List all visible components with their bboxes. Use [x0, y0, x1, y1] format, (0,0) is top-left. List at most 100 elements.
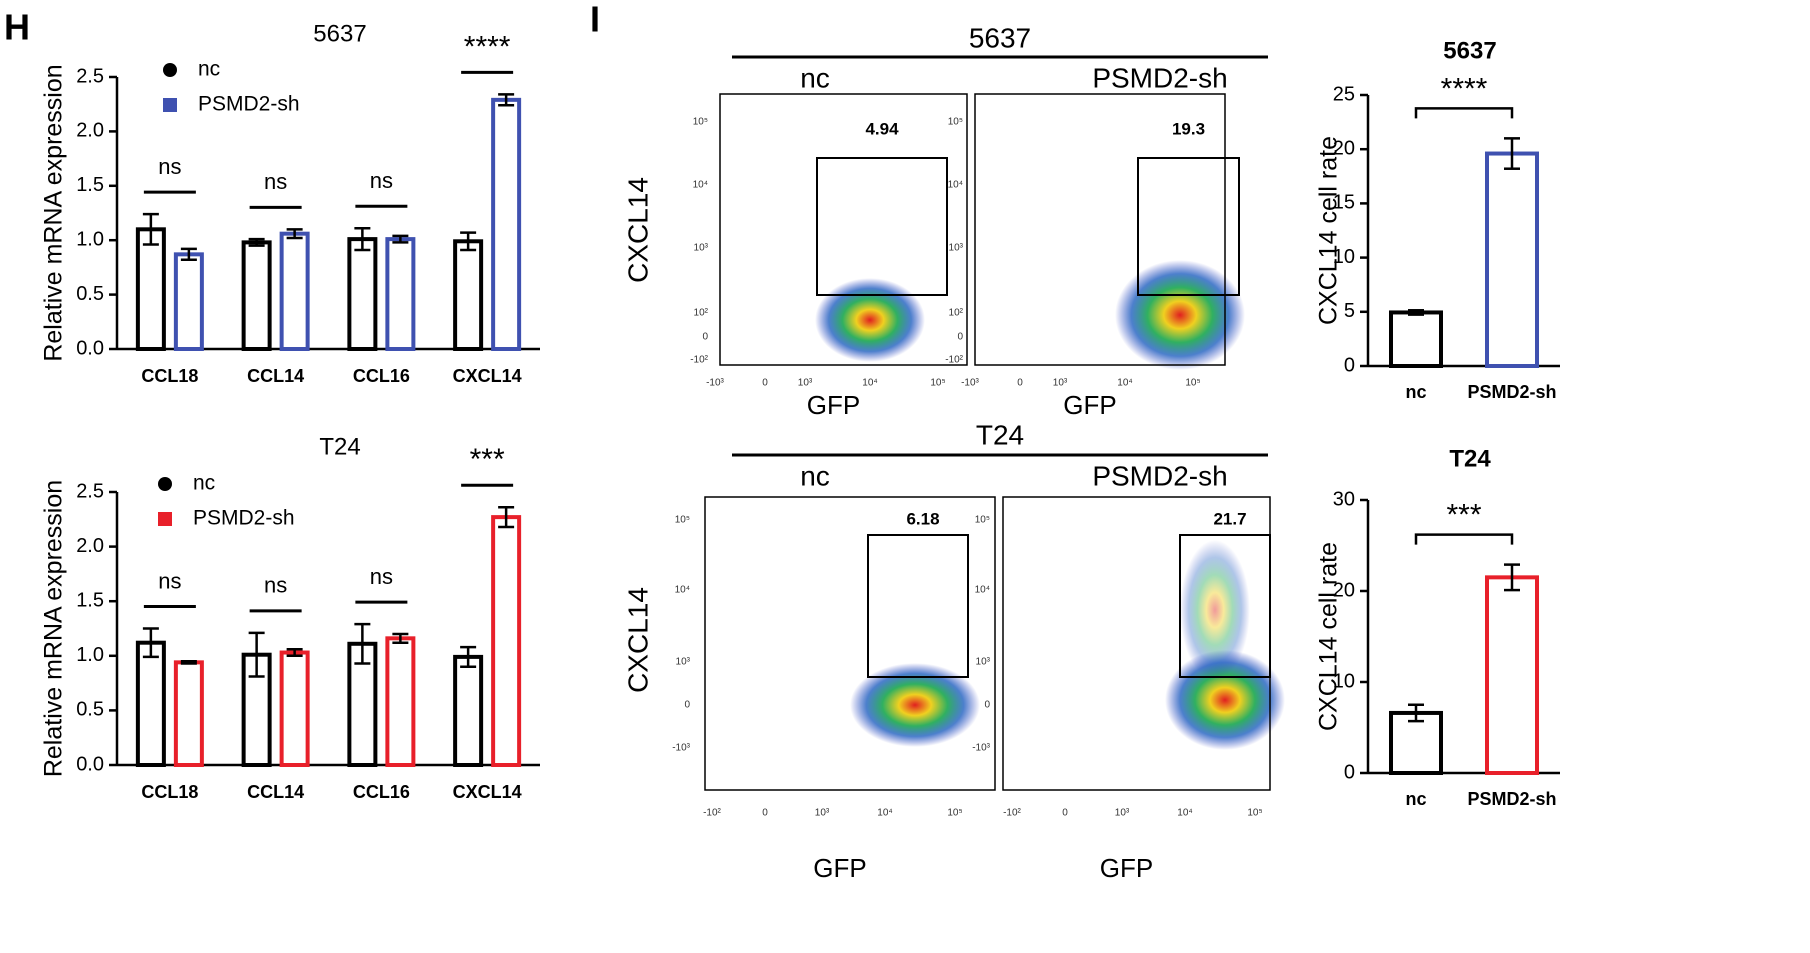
bar [173, 252, 204, 351]
x-tick-label: CCL18 [141, 782, 198, 802]
x-tick-label: CXCL14 [453, 782, 522, 802]
y-tick-label: 2.5 [76, 65, 104, 87]
flow-x-tick-label: 10³ [798, 378, 813, 389]
flow-y-tick-label: 10⁵ [693, 117, 708, 128]
chart-title: T24 [1449, 445, 1491, 472]
y-tick-label: 10 [1333, 670, 1355, 692]
flow-y-tick-label: 10⁵ [975, 515, 990, 526]
significance-label: **** [464, 30, 511, 63]
bar [279, 650, 310, 767]
y-tick-label: 1.0 [76, 228, 104, 250]
legend-marker [163, 63, 177, 77]
flow-y-tick-label: 10³ [976, 657, 991, 668]
y-tick-label: 2.0 [76, 535, 104, 557]
flow-y-tick-label: 0 [984, 700, 990, 711]
bar [453, 654, 484, 768]
flow-x-tick-label: 10³ [1115, 808, 1130, 819]
flow-x-tick-label: 10⁴ [877, 808, 892, 819]
flow-y-tick-label: 10⁴ [693, 180, 708, 191]
column-label: PSMD2-sh [1092, 62, 1227, 93]
y-tick-label: 5 [1344, 300, 1355, 322]
flow-x-tick-label: -10² [1003, 808, 1021, 819]
flow-x-tick-label: 10⁵ [930, 378, 945, 389]
significance-label: ns [158, 568, 181, 593]
flow-x-tick-label: 0 [762, 378, 768, 389]
plot-frame [974, 93, 1226, 366]
significance-label: ns [264, 169, 287, 194]
flow-y-tick-label: 10³ [676, 657, 691, 668]
significance-label: ns [370, 168, 393, 193]
column-label: nc [800, 460, 830, 491]
bar [491, 97, 522, 351]
flow-x-tick-label: -10³ [961, 378, 979, 389]
flow-x-tick-label: 0 [1017, 378, 1023, 389]
bar [279, 231, 310, 351]
flow-y-tick-label: 0 [684, 700, 690, 711]
y-tick-label: 20 [1333, 579, 1355, 601]
panel-label: I [590, 0, 600, 40]
legend-label: nc [198, 58, 220, 81]
flow-y-label: CXCL14 [622, 587, 653, 693]
density-cloud [1165, 650, 1285, 750]
y-tick-label: 0.0 [76, 753, 104, 775]
flow-x-label: GFP [1063, 390, 1116, 420]
gate [1179, 534, 1271, 678]
legend-marker [158, 512, 172, 526]
flow-y-tick-label: 10³ [694, 243, 709, 254]
flow-y-tick-label: 10⁴ [975, 585, 990, 596]
density-cloud [815, 278, 925, 362]
legend-label: PSMD2-sh [198, 93, 300, 116]
y-tick-label: 0.5 [76, 699, 104, 721]
flow-y-tick-label: 10⁴ [675, 585, 690, 596]
flow-y-tick-label: -10³ [672, 743, 690, 754]
significance-label: ns [264, 573, 287, 598]
flow-x-tick-label: 0 [1062, 808, 1068, 819]
plot-frame [704, 496, 996, 791]
chart-title: T24 [319, 433, 360, 460]
gate [867, 534, 969, 678]
x-tick-label: CCL14 [247, 366, 304, 386]
flow-y-tick-label: -10² [690, 355, 708, 366]
flow-x-tick-label: 10⁵ [1247, 808, 1262, 819]
flow-x-tick-label: 10⁴ [1117, 378, 1132, 389]
y-tick-label: 0.5 [76, 283, 104, 305]
legend-label: nc [193, 472, 215, 495]
flow-x-tick-label: 10³ [815, 808, 830, 819]
flow-x-label: GFP [1100, 853, 1153, 883]
chart-title: 5637 [1443, 37, 1496, 64]
flow-y-tick-label: 0 [957, 332, 963, 343]
flow-y-tick-label: 0 [702, 332, 708, 343]
flow-x-tick-label: -10² [703, 808, 721, 819]
x-tick-label: PSMD2-sh [1467, 382, 1556, 402]
column-label: nc [800, 62, 830, 93]
bar [453, 239, 484, 351]
flow-x-tick-label: 10⁴ [1177, 808, 1192, 819]
x-tick-label: nc [1405, 382, 1426, 402]
flow-y-tick-label: 10³ [949, 243, 964, 254]
gate-value: 21.7 [1213, 509, 1246, 528]
flow-x-tick-label: 10⁵ [947, 808, 962, 819]
gate [816, 157, 948, 296]
y-axis-label: Relative mRNA expression [40, 64, 68, 361]
density-cloud [1180, 540, 1250, 680]
legend-marker [163, 98, 177, 112]
flow-y-tick-label: -10² [945, 355, 963, 366]
y-tick-label: 2.5 [76, 480, 104, 502]
y-tick-label: 1.5 [76, 174, 104, 196]
bar [347, 237, 378, 351]
flow-y-tick-label: 10⁵ [948, 117, 963, 128]
y-tick-label: 0.0 [76, 337, 104, 359]
bar [1485, 151, 1539, 368]
bar [173, 660, 204, 767]
x-tick-label: nc [1405, 789, 1426, 809]
significance-label: *** [1446, 499, 1481, 532]
flow-y-label: CXCL14 [622, 177, 653, 283]
flow-x-tick-label: 10³ [1053, 378, 1068, 389]
significance-label: ns [158, 154, 181, 179]
y-tick-label: 0 [1344, 354, 1355, 376]
significance-label: **** [1441, 72, 1488, 105]
bar [1389, 310, 1443, 369]
flow-x-tick-label: 0 [762, 808, 768, 819]
column-label: PSMD2-sh [1092, 460, 1227, 491]
gate-value: 19.3 [1172, 119, 1205, 138]
